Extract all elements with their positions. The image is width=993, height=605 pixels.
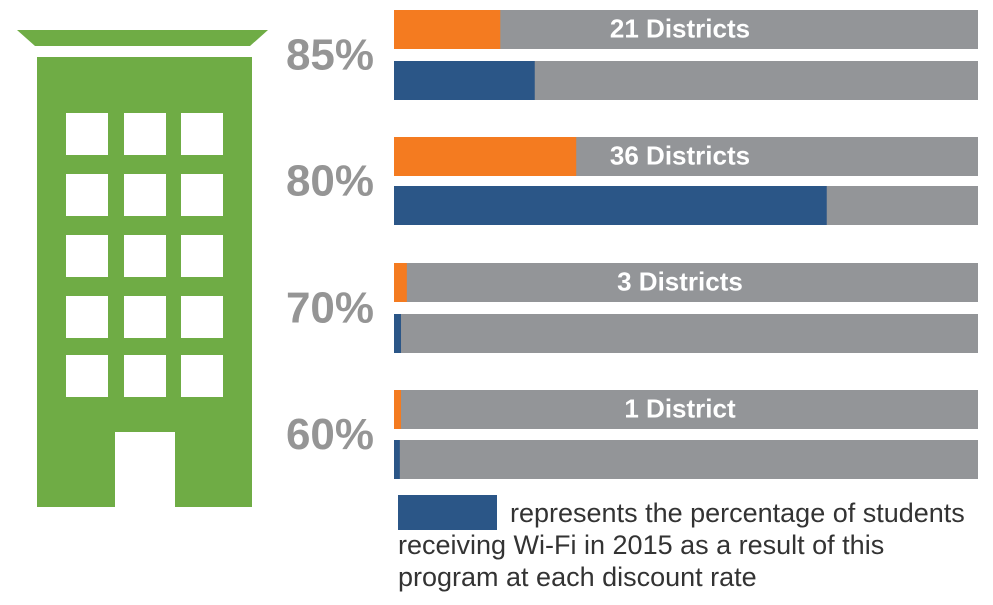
discount-rate-label: 60% bbox=[286, 410, 374, 459]
legend-swatch bbox=[398, 495, 497, 530]
bar-track bbox=[394, 390, 978, 429]
district-count-label: 21 Districts bbox=[610, 13, 750, 43]
bar bbox=[394, 61, 535, 100]
bar bbox=[394, 137, 577, 176]
bar-track bbox=[394, 440, 978, 479]
district-count-label: 36 Districts bbox=[610, 140, 750, 170]
district-count-label: 3 Districts bbox=[617, 266, 743, 296]
bar bbox=[394, 10, 501, 49]
door bbox=[115, 432, 175, 507]
bar bbox=[394, 263, 407, 302]
bar-track bbox=[394, 263, 978, 302]
roof bbox=[17, 30, 268, 46]
discount-rate-label: 85% bbox=[286, 31, 374, 80]
district-count-label: 1 District bbox=[624, 393, 736, 423]
bar bbox=[394, 440, 400, 479]
windows bbox=[66, 113, 223, 397]
discount-rate-label: 80% bbox=[286, 157, 374, 206]
bar-track bbox=[394, 314, 978, 353]
bar bbox=[394, 314, 402, 353]
discount-rate-label: 70% bbox=[286, 284, 374, 333]
bar bbox=[394, 390, 402, 429]
building-icon bbox=[17, 30, 268, 507]
bar bbox=[394, 186, 827, 225]
legend-text: represents the percentage of students re… bbox=[398, 498, 965, 592]
